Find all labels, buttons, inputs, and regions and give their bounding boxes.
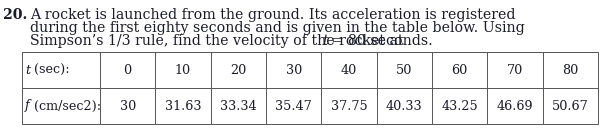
- Text: during the first eighty seconds and is given in the table below. Using: during the first eighty seconds and is g…: [30, 21, 525, 35]
- Text: A rocket is launched from the ground. Its acceleration is registered: A rocket is launched from the ground. It…: [30, 8, 516, 22]
- Bar: [22, 52, 598, 124]
- Text: 35.47: 35.47: [275, 99, 312, 113]
- Text: 50.67: 50.67: [552, 99, 588, 113]
- Text: 40: 40: [341, 63, 357, 77]
- Text: 50: 50: [396, 63, 413, 77]
- Text: 30: 30: [119, 99, 136, 113]
- Text: 0: 0: [124, 63, 132, 77]
- Text: 31.63: 31.63: [165, 99, 201, 113]
- Text: 43.25: 43.25: [441, 99, 478, 113]
- Text: 60: 60: [451, 63, 468, 77]
- Text: 20.: 20.: [3, 8, 27, 22]
- Text: 33.34: 33.34: [220, 99, 257, 113]
- Text: 70: 70: [507, 63, 523, 77]
- Text: t: t: [322, 34, 327, 48]
- Text: 20: 20: [230, 63, 247, 77]
- Text: (sec):: (sec):: [30, 63, 70, 77]
- Text: t: t: [25, 63, 30, 77]
- Text: 46.69: 46.69: [497, 99, 533, 113]
- Text: = 80 seconds.: = 80 seconds.: [327, 34, 433, 48]
- Text: 37.75: 37.75: [331, 99, 367, 113]
- Text: 30: 30: [285, 63, 302, 77]
- Text: 10: 10: [175, 63, 191, 77]
- Text: Simpson’s 1/3 rule, find the velocity of the rocket at: Simpson’s 1/3 rule, find the velocity of…: [30, 34, 408, 48]
- Text: (cm/sec2):: (cm/sec2):: [30, 99, 101, 113]
- Text: 40.33: 40.33: [386, 99, 422, 113]
- Text: f: f: [25, 99, 30, 113]
- Text: 80: 80: [562, 63, 579, 77]
